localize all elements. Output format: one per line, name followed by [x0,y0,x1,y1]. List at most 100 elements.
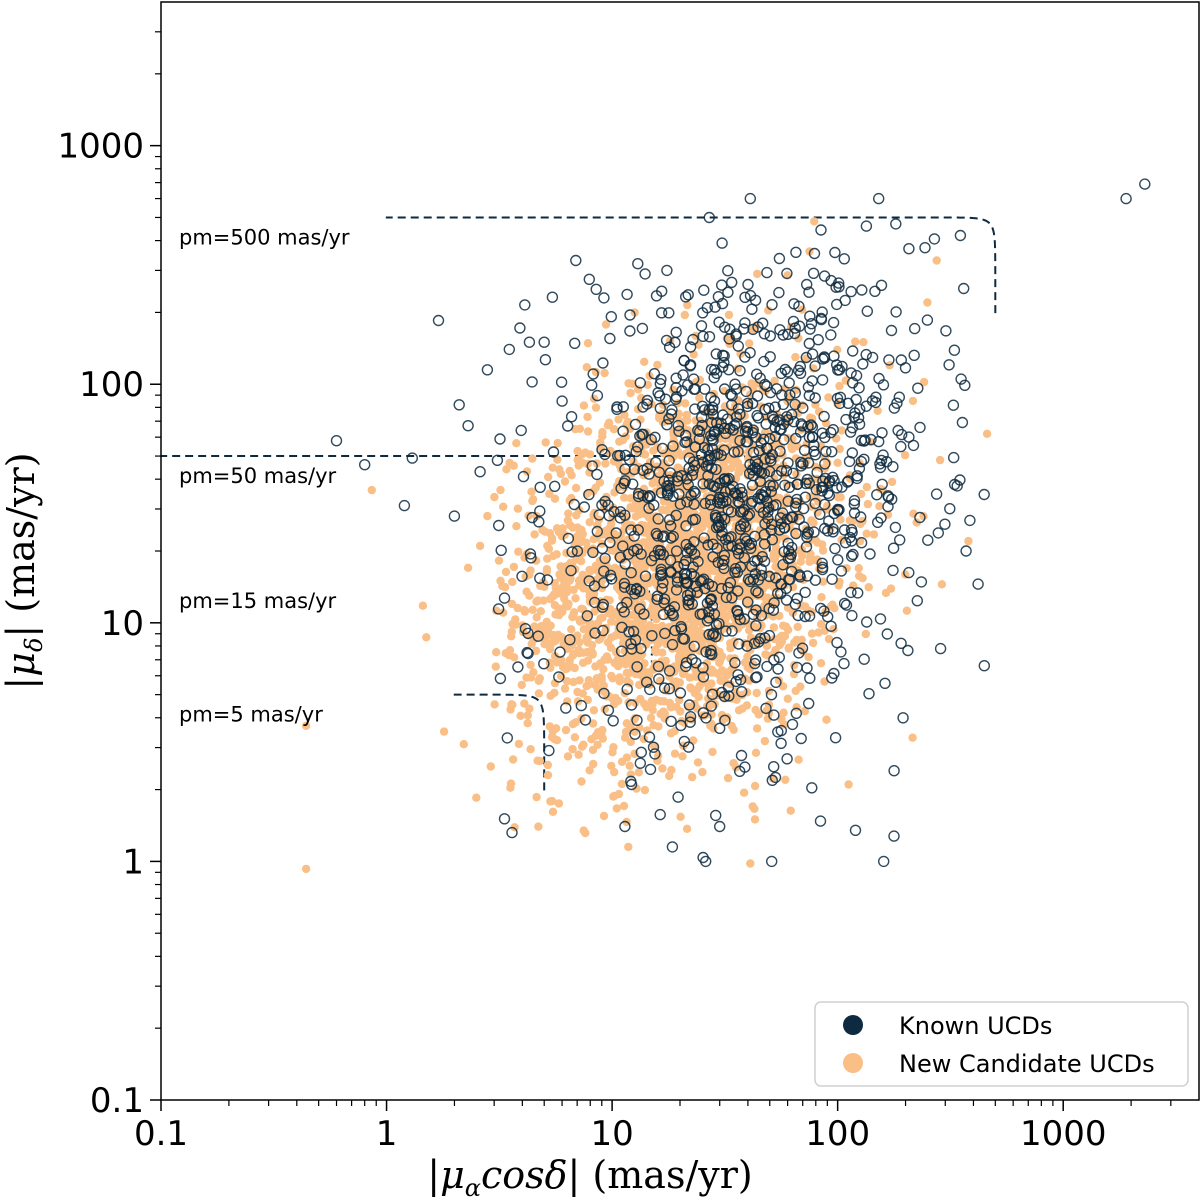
point-new-candidate-ucd [557,633,567,642]
point-known-ucd [538,336,550,348]
point-new-candidate-ucd [583,656,593,665]
point-new-candidate-ucd [680,528,689,537]
point-known-ucd [653,673,665,685]
point-new-candidate-ucd [777,637,787,646]
point-known-ucd [667,490,679,502]
point-new-candidate-ucd [887,477,897,487]
point-known-ucd [498,592,511,604]
point-new-candidate-ucd [618,632,627,641]
point-new-candidate-ucd [526,745,535,754]
point-new-candidate-ucd [620,733,630,742]
point-known-ucd [763,629,776,642]
point-known-ucd [398,499,411,512]
point-known-ucd [626,643,638,655]
point-new-candidate-ucd [483,511,492,521]
point-new-candidate-ucd [783,493,792,502]
point-known-ucd [579,714,592,726]
point-new-candidate-ucd [863,499,873,509]
point-known-ucd [587,546,599,559]
point-known-ucd [493,519,505,532]
point-new-candidate-ucd [816,659,826,668]
point-new-candidate-ucd [602,652,612,661]
point-known-ucd [750,585,762,597]
point-known-ucd [654,402,666,414]
point-known-ucd [889,521,902,534]
point-new-candidate-ucd [548,727,557,736]
point-known-ucd [855,511,867,523]
point-new-candidate-ucd [644,577,653,586]
point-new-candidate-ucd [723,773,733,783]
point-known-ucd [619,820,631,833]
point-new-candidate-ucd [779,708,788,717]
point-new-candidate-ucd [809,518,818,527]
point-known-ucd [681,436,693,448]
point-new-candidate-ucd [585,766,594,775]
point-new-candidate-ucd [908,733,917,742]
point-new-candidate-ucd [750,804,759,813]
point-known-ucd [644,763,657,776]
point-known-ucd [663,514,676,526]
point-new-candidate-ucd [693,758,703,767]
reference-curve-pm-5 [453,693,546,791]
point-known-ucd [816,374,829,386]
point-known-ucd [756,569,768,582]
point-known-ucd [804,310,816,322]
point-known-ucd [596,499,608,511]
point-known-ucd [799,610,811,623]
point-known-ucd [860,400,872,412]
point-known-ucd [909,322,921,335]
data-points [301,178,1151,874]
point-known-ucd [663,683,676,695]
point-known-ucd [795,732,807,745]
x-tick-label: 0.1 [134,1114,188,1154]
point-new-candidate-ucd [615,437,624,446]
point-known-ucd [635,746,647,758]
point-known-ucd [827,523,839,535]
point-known-ucd [801,278,813,291]
point-new-candidate-ucd [733,458,743,468]
point-known-ucd [758,555,771,567]
point-new-candidate-ucd [565,520,575,530]
point-known-ucd [805,318,818,330]
point-new-candidate-ucd [528,496,537,506]
point-known-ucd [869,285,881,297]
point-known-ucd [610,527,622,539]
point-new-candidate-ucd [514,547,523,556]
point-known-ucd [797,502,810,515]
point-known-ucd [738,552,751,564]
point-new-candidate-ucd [779,621,788,630]
point-known-ucd [908,349,920,361]
point-new-candidate-ucd [615,673,624,682]
point-known-ucd [773,286,785,299]
point-known-ucd [858,435,870,447]
point-known-ucd [772,726,784,738]
point-known-ucd [825,329,837,341]
point-new-candidate-ucd [533,596,543,605]
point-new-candidate-ucd [534,676,543,685]
point-known-ucd [658,597,670,609]
y-tick-label: 0.1 [90,1081,144,1121]
point-known-ucd [628,530,640,542]
curve-label-pm-500: pm=500 mas/yr [179,226,350,250]
point-known-ucd [589,627,601,639]
point-known-ucd [750,654,762,666]
point-known-ucd [890,306,902,318]
point-new-candidate-ucd [531,556,541,565]
point-new-candidate-ucd [754,633,764,643]
point-known-ucd [768,597,780,609]
point-known-ucd [806,348,819,360]
point-known-ucd [803,610,816,622]
point-known-ucd [637,464,649,476]
point-known-ucd [675,623,688,635]
point-known-ucd [695,320,708,332]
point-new-candidate-ucd [683,300,692,310]
point-known-ucd [726,625,738,637]
point-known-ucd [815,313,828,326]
point-new-candidate-ucd [707,665,717,674]
point-known-ucd [852,587,864,599]
point-known-ucd [881,628,893,640]
point-known-ucd [820,445,832,458]
point-known-ucd [853,462,866,475]
point-known-ucd [831,482,843,494]
point-known-ucd [773,524,786,536]
